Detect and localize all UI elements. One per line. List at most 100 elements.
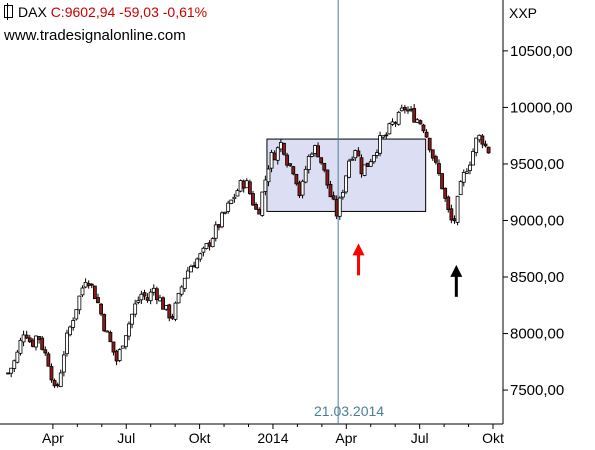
candle-body <box>161 297 165 310</box>
candle <box>210 237 215 248</box>
candle-body <box>297 182 302 197</box>
candle-body <box>371 155 376 163</box>
candle <box>325 169 330 189</box>
candle <box>65 329 69 357</box>
candle-body <box>356 150 361 157</box>
candle-body <box>167 304 172 319</box>
candle <box>151 284 156 296</box>
candle-body <box>486 146 491 154</box>
candle-body <box>52 380 57 387</box>
candle <box>15 349 20 364</box>
candle <box>213 221 218 242</box>
candle-body <box>384 134 389 137</box>
candle-body <box>111 341 116 353</box>
candle <box>238 179 243 193</box>
candle <box>24 330 29 339</box>
black-arrow-icon <box>450 264 463 297</box>
candle-body <box>368 161 373 167</box>
candle-body <box>210 238 215 248</box>
candle <box>145 293 150 303</box>
candle <box>328 180 333 198</box>
candle-body <box>430 149 435 159</box>
highlight-box <box>266 138 427 212</box>
candle <box>468 161 472 175</box>
candle-body <box>266 168 271 183</box>
candle-body <box>412 108 417 123</box>
candle <box>350 156 355 161</box>
candle-body <box>396 111 401 125</box>
candle <box>161 296 165 310</box>
candle <box>216 224 221 231</box>
candle-body <box>238 180 243 192</box>
candle-body <box>464 171 469 174</box>
candle <box>381 135 386 139</box>
candle <box>309 152 314 158</box>
candle-body <box>61 354 66 373</box>
candle-body <box>27 337 32 343</box>
candle-body <box>300 180 305 196</box>
candle <box>247 179 252 196</box>
candle-body <box>288 163 293 166</box>
candle <box>164 304 169 311</box>
candle-body <box>114 350 119 362</box>
candle <box>275 146 280 165</box>
candle-body <box>247 181 252 195</box>
candle <box>443 187 448 202</box>
chart-frame <box>0 0 504 425</box>
candle-body <box>130 313 134 325</box>
candle <box>378 131 382 157</box>
candle <box>440 173 444 190</box>
candle <box>27 334 32 344</box>
red-arrow-icon <box>352 243 365 276</box>
candle <box>297 180 302 198</box>
candle <box>455 195 460 226</box>
candle <box>182 277 187 292</box>
candle-body <box>303 168 308 183</box>
y-axis: 10500,00 10000,00 9500,00 9000,00 8500,00 800… <box>503 43 573 399</box>
candle <box>71 317 76 331</box>
x-tick-label: Okt <box>482 430 504 446</box>
candle-body <box>393 122 398 124</box>
candle-body <box>46 353 51 367</box>
candle <box>58 369 63 388</box>
candle-body <box>362 164 367 176</box>
candle <box>204 243 209 250</box>
candle <box>43 346 48 356</box>
arrow-markers <box>352 243 463 297</box>
candle-body <box>418 120 423 125</box>
candle <box>387 122 392 135</box>
candle-body <box>77 295 82 311</box>
x-tick-label: Okt <box>189 430 211 446</box>
candle <box>390 118 395 126</box>
candle-body <box>455 195 460 223</box>
candle-body <box>170 316 175 319</box>
candle-body <box>244 180 249 189</box>
candle <box>108 330 113 343</box>
candle-body <box>399 107 404 112</box>
candle <box>241 179 246 193</box>
candle <box>117 348 122 363</box>
candle <box>86 280 91 289</box>
candle <box>179 285 184 297</box>
candle <box>12 359 17 373</box>
candle-body <box>74 309 79 320</box>
candle-body <box>337 197 342 217</box>
candle-body <box>198 253 203 260</box>
candle <box>418 119 423 125</box>
candle-body <box>251 193 255 206</box>
x-axis: Apr Jul Okt 2014 Apr Jul Okt <box>42 424 504 446</box>
candle <box>483 140 488 148</box>
candle-body <box>468 164 472 172</box>
candle <box>176 292 181 304</box>
candle <box>412 103 417 123</box>
candle-body <box>136 300 141 303</box>
candle-body <box>387 123 392 135</box>
candle-body <box>71 320 76 328</box>
candle <box>6 372 10 375</box>
candle-body <box>21 334 26 343</box>
candle-body <box>216 224 221 228</box>
candle <box>30 338 35 348</box>
candle <box>406 106 410 114</box>
candle <box>49 363 54 383</box>
candle-body <box>275 147 280 161</box>
